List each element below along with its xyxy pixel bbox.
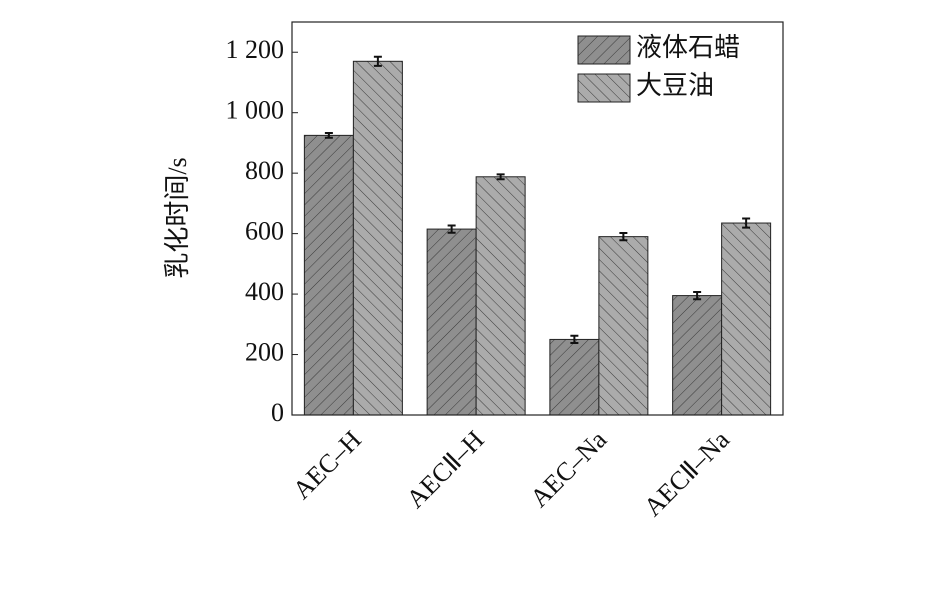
bar (352, 60, 403, 416)
x-tick-label: AEC–H (287, 425, 367, 505)
y-tick-label: 600 (245, 217, 284, 246)
bar (598, 236, 649, 416)
y-tick-label: 1 000 (226, 96, 285, 125)
bar (721, 222, 772, 416)
error-bar (570, 334, 579, 345)
plot-frame (291, 21, 784, 416)
legend-label: 大豆油 (636, 71, 714, 100)
y-tick-label: 400 (245, 277, 284, 306)
x-tick-label: AECⅡ–H (401, 425, 490, 514)
bar (549, 338, 600, 416)
bar (475, 176, 526, 416)
x-tick-label: AECⅡ–Na (638, 425, 735, 522)
y-axis-label: 乳化时间/s (163, 157, 192, 278)
error-bar (742, 217, 751, 229)
y-tick-label: 1 200 (226, 35, 285, 64)
error-bar (619, 232, 628, 242)
legend-label: 液体石蜡 (636, 33, 740, 62)
error-bar (447, 224, 456, 234)
y-tick-label: 800 (245, 156, 284, 185)
x-tick-label: AEC–Na (524, 425, 612, 513)
y-tick-label: 0 (271, 398, 284, 427)
y-tick-label: 200 (245, 338, 284, 367)
legend-swatch (577, 35, 631, 65)
legend-swatch (577, 73, 631, 103)
error-bar (496, 173, 505, 181)
bar (672, 295, 723, 416)
bar (303, 134, 354, 416)
bar (426, 228, 477, 416)
error-bar (373, 55, 382, 67)
error-bar (324, 131, 333, 139)
error-bar (693, 290, 702, 301)
